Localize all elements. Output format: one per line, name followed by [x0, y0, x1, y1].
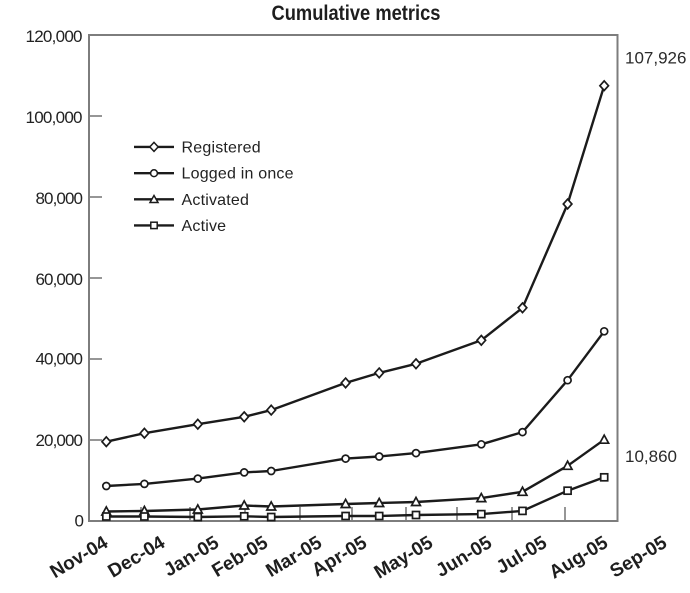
- svg-text:60,000: 60,000: [36, 270, 84, 289]
- svg-text:120,000: 120,000: [26, 27, 83, 46]
- svg-text:Activated: Activated: [182, 192, 250, 209]
- svg-text:80,000: 80,000: [36, 189, 84, 208]
- svg-text:0: 0: [75, 512, 84, 531]
- svg-text:20,000: 20,000: [36, 431, 84, 450]
- svg-text:107,926: 107,926: [625, 48, 686, 67]
- svg-text:Cumulative metrics: Cumulative metrics: [272, 2, 441, 25]
- svg-text:10,860: 10,860: [625, 447, 677, 466]
- svg-text:Logged in once: Logged in once: [182, 166, 294, 183]
- svg-text:100,000: 100,000: [26, 108, 83, 127]
- svg-text:Active: Active: [182, 218, 227, 235]
- svg-text:40,000: 40,000: [36, 350, 84, 369]
- svg-text:Registered: Registered: [182, 140, 261, 157]
